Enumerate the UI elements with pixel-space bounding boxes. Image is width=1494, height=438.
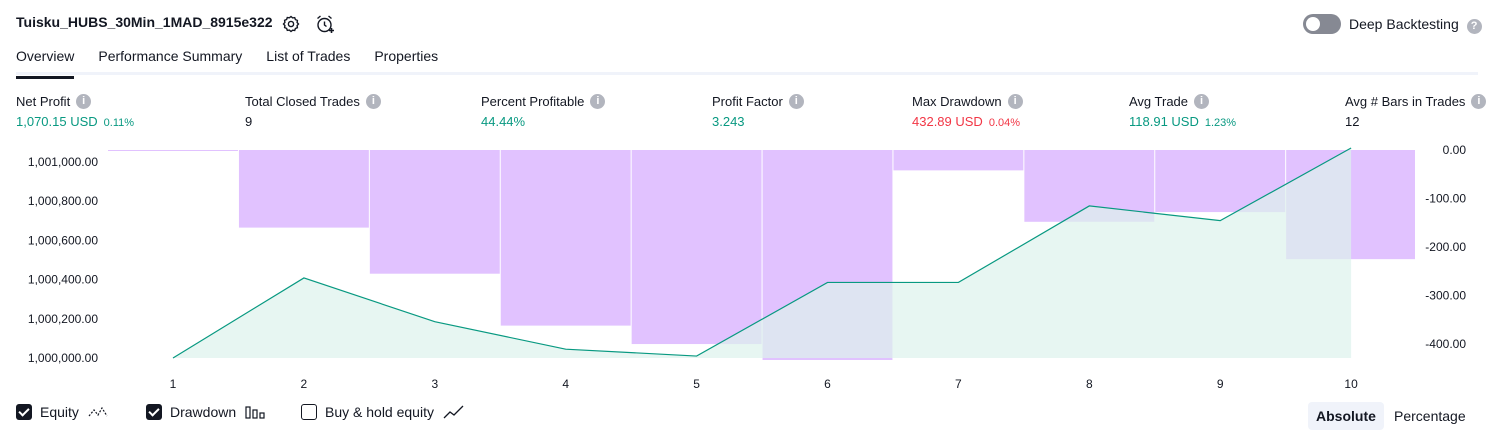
absolute-button[interactable]: Absolute [1308, 402, 1384, 430]
left-axis-tick-label: 1,000,200.00 [28, 312, 98, 326]
drawdown-checkbox[interactable] [146, 404, 162, 420]
metric-percent-profitable: Percent Profitable i 44.44% [481, 94, 606, 129]
tab-list-of-trades[interactable]: List of Trades [266, 48, 351, 64]
x-axis-tick-label: 4 [562, 377, 569, 391]
equity-checkbox[interactable] [16, 404, 32, 420]
strategy-title: Tuisku_HUBS_30Min_1MAD_8915e322 [16, 14, 273, 30]
right-axis-tick-label: -400.00 [1425, 337, 1466, 351]
deep-backtesting-label: Deep Backtesting ? [1349, 16, 1482, 34]
right-axis-tick-label: -100.00 [1425, 192, 1466, 206]
x-axis-tick-label: 9 [1217, 377, 1224, 391]
drawdown-bar [238, 150, 369, 228]
tab-overview[interactable]: Overview [16, 48, 75, 79]
info-icon[interactable]: i [1471, 94, 1487, 109]
tab-properties[interactable]: Properties [374, 48, 439, 64]
deep-backtesting-toggle[interactable] [1303, 14, 1341, 34]
left-axis-tick-label: 1,000,600.00 [28, 233, 98, 247]
tab-divider [16, 72, 1478, 75]
buy-hold-checkbox[interactable] [301, 404, 317, 420]
right-axis-tick-label: -200.00 [1425, 240, 1466, 254]
bar-chart-icon [245, 406, 265, 419]
x-axis-tick-label: 10 [1344, 377, 1358, 391]
drawdown-bar [631, 150, 762, 345]
info-icon[interactable]: i [1194, 94, 1210, 109]
metric-total-closed-trades: Total Closed Trades i 9 [245, 94, 381, 129]
x-axis-tick-label: 6 [824, 377, 831, 391]
metric-avg-trade: Avg Trade i 118.91 USD 1.23% [1129, 94, 1237, 129]
left-axis-tick-label: 1,000,800.00 [28, 194, 98, 208]
x-axis-tick-label: 1 [170, 377, 177, 391]
help-icon[interactable]: ? [1466, 19, 1482, 34]
line-chart-icon [443, 405, 464, 419]
metric-profit-factor: Profit Factor i 3.243 [712, 94, 804, 129]
x-axis-tick-label: 8 [1086, 377, 1093, 391]
percentage-button[interactable]: Percentage [1394, 408, 1466, 424]
drawdown-bar [500, 150, 631, 326]
left-axis-tick-label: 1,000,400.00 [28, 273, 98, 287]
equity-drawdown-chart: 1,001,000.00 1,000,800.00 1,000,600.00 1,00… [28, 143, 1467, 391]
info-icon[interactable]: i [590, 94, 606, 109]
info-icon[interactable]: i [365, 94, 381, 109]
x-axis-tick-label: 7 [955, 377, 962, 391]
info-icon[interactable]: i [76, 94, 92, 109]
metric-net-profit: Net Profit i 1,070.15 USD 0.11% [16, 94, 135, 129]
left-axis-tick-label: 1,001,000.00 [28, 155, 98, 169]
info-icon[interactable]: i [788, 94, 804, 109]
equity-line [172, 147, 1352, 359]
x-axis-tick-label: 5 [693, 377, 700, 391]
drawdown-bar [893, 150, 1024, 171]
legend-equity[interactable]: Equity [16, 404, 111, 420]
tab-performance-summary[interactable]: Performance Summary [98, 48, 243, 64]
metric-avg-bars-in-trades: Avg # Bars in Trades i 12 [1345, 94, 1487, 129]
x-axis-tick-label: 3 [431, 377, 438, 391]
drawdown-bar [369, 150, 500, 274]
x-axis-tick-label: 2 [301, 377, 308, 391]
equity-line-icon [88, 406, 108, 417]
equity-area [173, 148, 1352, 358]
left-axis-tick-label: 1,000,000.00 [28, 351, 98, 365]
right-axis-tick-label: 0.00 [1443, 143, 1467, 157]
drawdown-bar [108, 150, 238, 151]
legend-drawdown[interactable]: Drawdown [146, 404, 266, 420]
settings-icon[interactable] [280, 13, 302, 35]
tab-bar: Overview Performance Summary List of Tra… [16, 48, 439, 79]
legend-buy-hold-equity[interactable]: Buy & hold equity [301, 404, 466, 420]
info-icon[interactable]: i [1007, 94, 1023, 109]
alarm-add-icon[interactable] [314, 13, 336, 35]
right-axis-tick-label: -300.00 [1425, 289, 1466, 303]
metric-max-drawdown: Max Drawdown i 432.89 USD 0.04% [912, 94, 1023, 129]
